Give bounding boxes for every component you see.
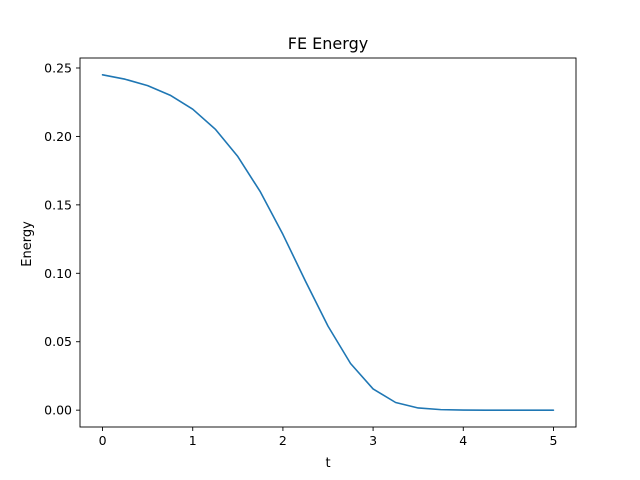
y-tick-label: 0.10 <box>44 266 72 281</box>
x-tick-label: 4 <box>459 433 467 448</box>
x-tick-label: 5 <box>549 433 557 448</box>
axes-frame <box>79 57 577 428</box>
y-tick-label: 0.15 <box>44 197 72 212</box>
x-tick-label: 2 <box>279 433 287 448</box>
plot-area: 0 1 2 3 4 5 0.00 0.05 0.10 0.15 0.20 0.25 <box>44 57 577 448</box>
x-tick-label: 1 <box>189 433 197 448</box>
y-tick-label: 0.05 <box>44 334 72 349</box>
chart-title: FE Energy <box>288 34 368 53</box>
y-tick-label: 0.20 <box>44 129 72 144</box>
y-tick-label: 0.00 <box>44 403 72 418</box>
y-axis-label: Energy <box>20 221 35 267</box>
y-tick-label: 0.25 <box>44 60 72 75</box>
x-axis-label: t <box>325 456 330 471</box>
x-tick-label: 3 <box>369 433 377 448</box>
x-tick-label: 0 <box>99 433 107 448</box>
series-line-0 <box>101 74 555 411</box>
